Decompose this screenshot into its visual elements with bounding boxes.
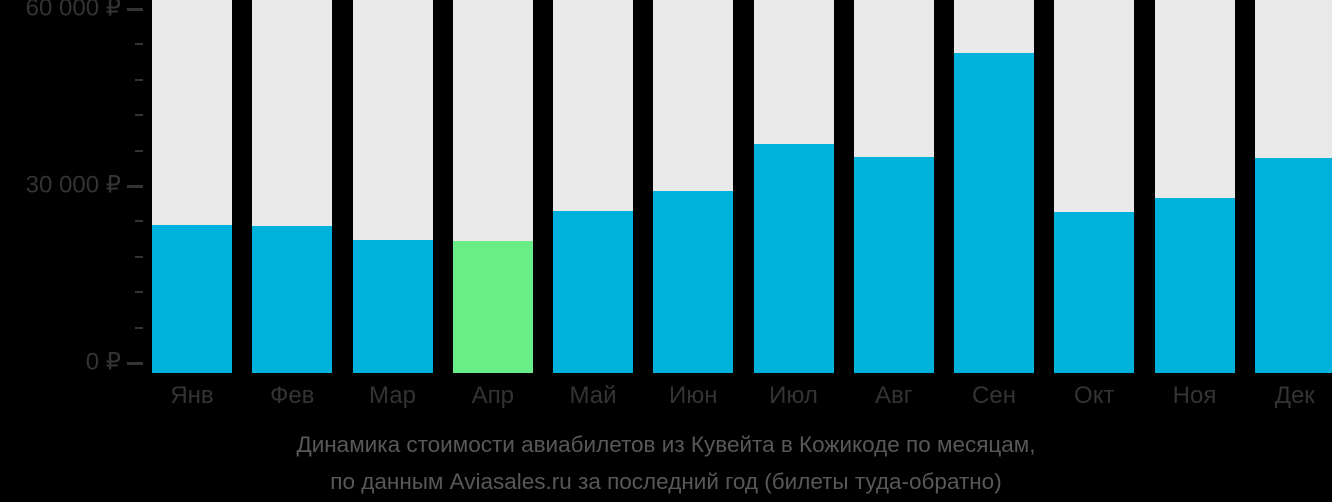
y-axis-major-tick	[127, 184, 143, 188]
y-axis-tick-label: 0 ₽	[85, 348, 121, 376]
y-axis-minor-tick	[135, 291, 143, 294]
x-axis-label: Июл	[769, 382, 818, 409]
bar-Окт[interactable]	[1054, 211, 1135, 373]
y-axis-minor-tick	[135, 149, 143, 152]
y-axis-minor-tick	[135, 78, 143, 81]
x-axis-label: Июн	[668, 382, 718, 409]
x-axis-label: Дек	[1274, 382, 1315, 409]
y-axis-minor-tick	[135, 326, 143, 329]
x-axis-label: Ноя	[1172, 382, 1217, 409]
x-axis-label: Авг	[874, 382, 913, 409]
chart-caption-line-2: по данным Aviasales.ru за последний год …	[330, 469, 1002, 494]
y-axis-minor-tick	[135, 220, 143, 223]
bar-Июл[interactable]	[753, 143, 834, 373]
y-axis-major-tick	[127, 361, 143, 365]
y-axis-major-tick	[127, 7, 143, 11]
x-axis-label: Сен	[972, 382, 1016, 409]
x-axis-label: Окт	[1074, 382, 1115, 409]
bar-Сен[interactable]	[954, 53, 1034, 373]
bar-Апр[interactable]	[452, 240, 533, 373]
bar-Июн[interactable]	[653, 190, 734, 373]
bar-Фев[interactable]	[252, 226, 333, 373]
x-axis-label: Май	[569, 382, 617, 409]
x-axis-label: Фев	[270, 382, 315, 409]
bar-Янв[interactable]	[152, 224, 232, 373]
bar-Май[interactable]	[553, 211, 633, 373]
y-axis-minor-tick	[135, 255, 143, 258]
y-axis-minor-tick	[135, 114, 143, 117]
y-axis-tick-label: 60 000 ₽	[25, 0, 121, 22]
y-axis-minor-tick	[135, 43, 143, 46]
bar-Мар[interactable]	[352, 239, 433, 373]
bar-Дек[interactable]	[1254, 157, 1332, 373]
x-axis-label: Апр	[471, 382, 514, 409]
x-axis-label: Мар	[369, 382, 416, 409]
bar-Ноя[interactable]	[1154, 197, 1235, 373]
bar-Авг[interactable]	[853, 156, 934, 373]
chart-caption-line-1: Динамика стоимости авиабилетов из Кувейт…	[296, 432, 1036, 457]
x-axis-label: Янв	[170, 382, 214, 409]
y-axis-tick-label: 30 000 ₽	[25, 171, 121, 199]
